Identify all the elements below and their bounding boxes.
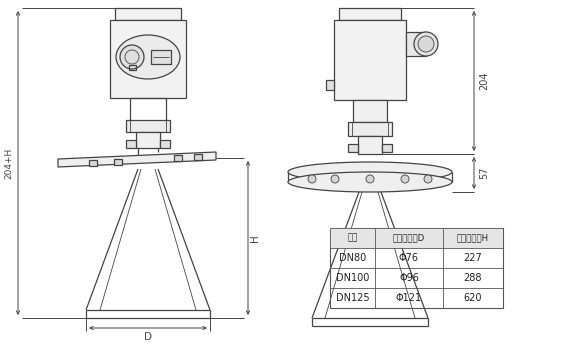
Bar xyxy=(160,140,170,148)
Circle shape xyxy=(308,175,316,183)
Bar xyxy=(330,228,503,248)
Circle shape xyxy=(424,175,432,183)
Text: 法兰: 法兰 xyxy=(348,233,358,242)
Bar xyxy=(114,159,122,165)
Polygon shape xyxy=(58,152,216,167)
Ellipse shape xyxy=(116,35,180,79)
Bar xyxy=(126,140,136,148)
Text: 288: 288 xyxy=(464,273,483,283)
Bar xyxy=(89,160,97,166)
Text: 57: 57 xyxy=(479,167,489,179)
Bar xyxy=(382,144,392,152)
Ellipse shape xyxy=(288,172,452,192)
Bar xyxy=(330,228,503,308)
Text: 喇叭口直径D: 喇叭口直径D xyxy=(393,233,425,242)
Bar xyxy=(348,144,358,152)
Text: Φ121: Φ121 xyxy=(396,293,422,303)
Circle shape xyxy=(331,175,339,183)
Text: DN100: DN100 xyxy=(336,273,369,283)
Bar xyxy=(174,155,182,161)
Text: DN80: DN80 xyxy=(339,253,366,263)
Bar xyxy=(136,132,160,148)
Circle shape xyxy=(401,175,409,183)
Bar xyxy=(353,100,387,122)
Ellipse shape xyxy=(288,162,452,182)
Bar xyxy=(129,65,136,70)
Text: 喇叭口高度H: 喇叭口高度H xyxy=(457,233,489,242)
Text: Φ76: Φ76 xyxy=(399,253,419,263)
Text: 204+H: 204+H xyxy=(5,147,14,179)
Bar xyxy=(339,8,401,20)
Bar xyxy=(358,136,382,154)
Circle shape xyxy=(414,32,438,56)
Bar xyxy=(194,154,202,160)
Bar xyxy=(151,50,171,64)
Bar xyxy=(110,20,186,98)
Text: D: D xyxy=(144,332,152,342)
Text: 204: 204 xyxy=(479,72,489,90)
Bar xyxy=(348,122,392,136)
Text: DN125: DN125 xyxy=(336,293,369,303)
Bar xyxy=(326,80,334,90)
Circle shape xyxy=(366,175,374,183)
Circle shape xyxy=(120,45,144,69)
Text: 620: 620 xyxy=(464,293,483,303)
Circle shape xyxy=(418,36,434,52)
Text: 227: 227 xyxy=(464,253,483,263)
Bar xyxy=(406,32,426,56)
Text: H: H xyxy=(250,234,260,242)
Bar xyxy=(126,120,170,132)
Bar xyxy=(115,8,181,20)
Bar xyxy=(334,20,406,100)
Text: Φ96: Φ96 xyxy=(399,273,419,283)
